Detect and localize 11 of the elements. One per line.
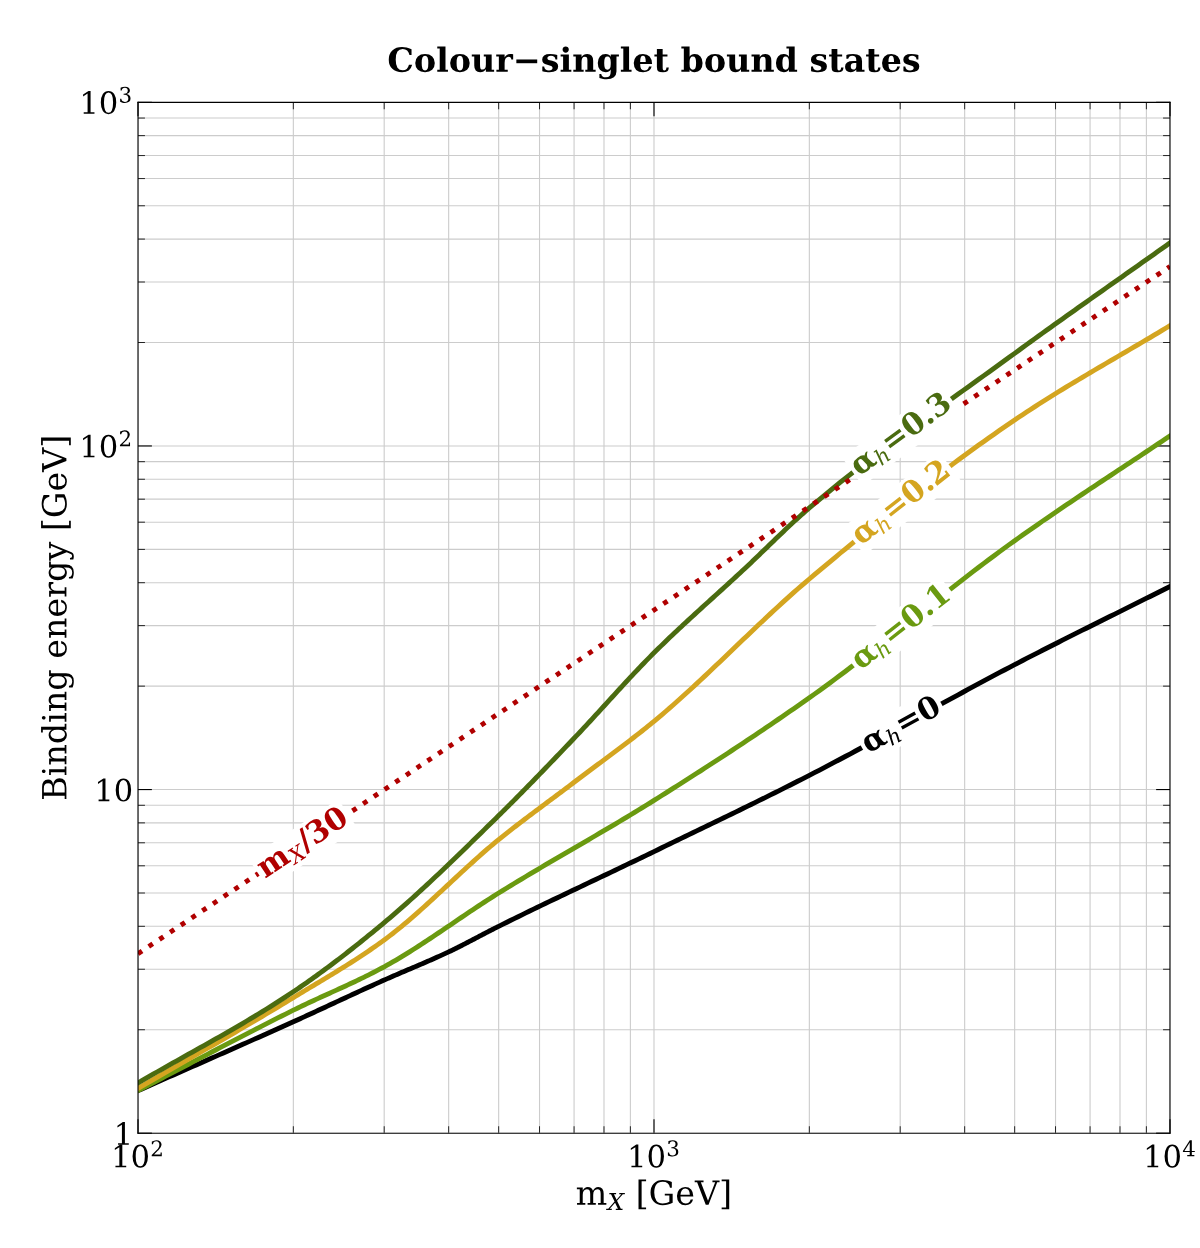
text: α$_{h}$=0.1 bbox=[847, 581, 954, 674]
text: m$_{X}$/30 bbox=[253, 804, 352, 883]
text: α$_{h}$=0 bbox=[858, 693, 944, 758]
y-tick-label: 10$^{3}$ bbox=[83, 86, 131, 115]
y-axis-title: Binding energy [GeV] bbox=[41, 437, 74, 799]
x-tick-label: 10$^{3}$ bbox=[630, 1140, 679, 1168]
x-axis-title: m$_{X}$ [GeV] bbox=[576, 1179, 730, 1210]
chart-title: Colour−singlet bound states bbox=[388, 46, 920, 80]
x-tick-label: 10$^{4}$ bbox=[1146, 1140, 1195, 1168]
y-tick-label: 10 bbox=[97, 778, 132, 802]
y-tick-label: 10$^{2}$ bbox=[83, 430, 131, 458]
